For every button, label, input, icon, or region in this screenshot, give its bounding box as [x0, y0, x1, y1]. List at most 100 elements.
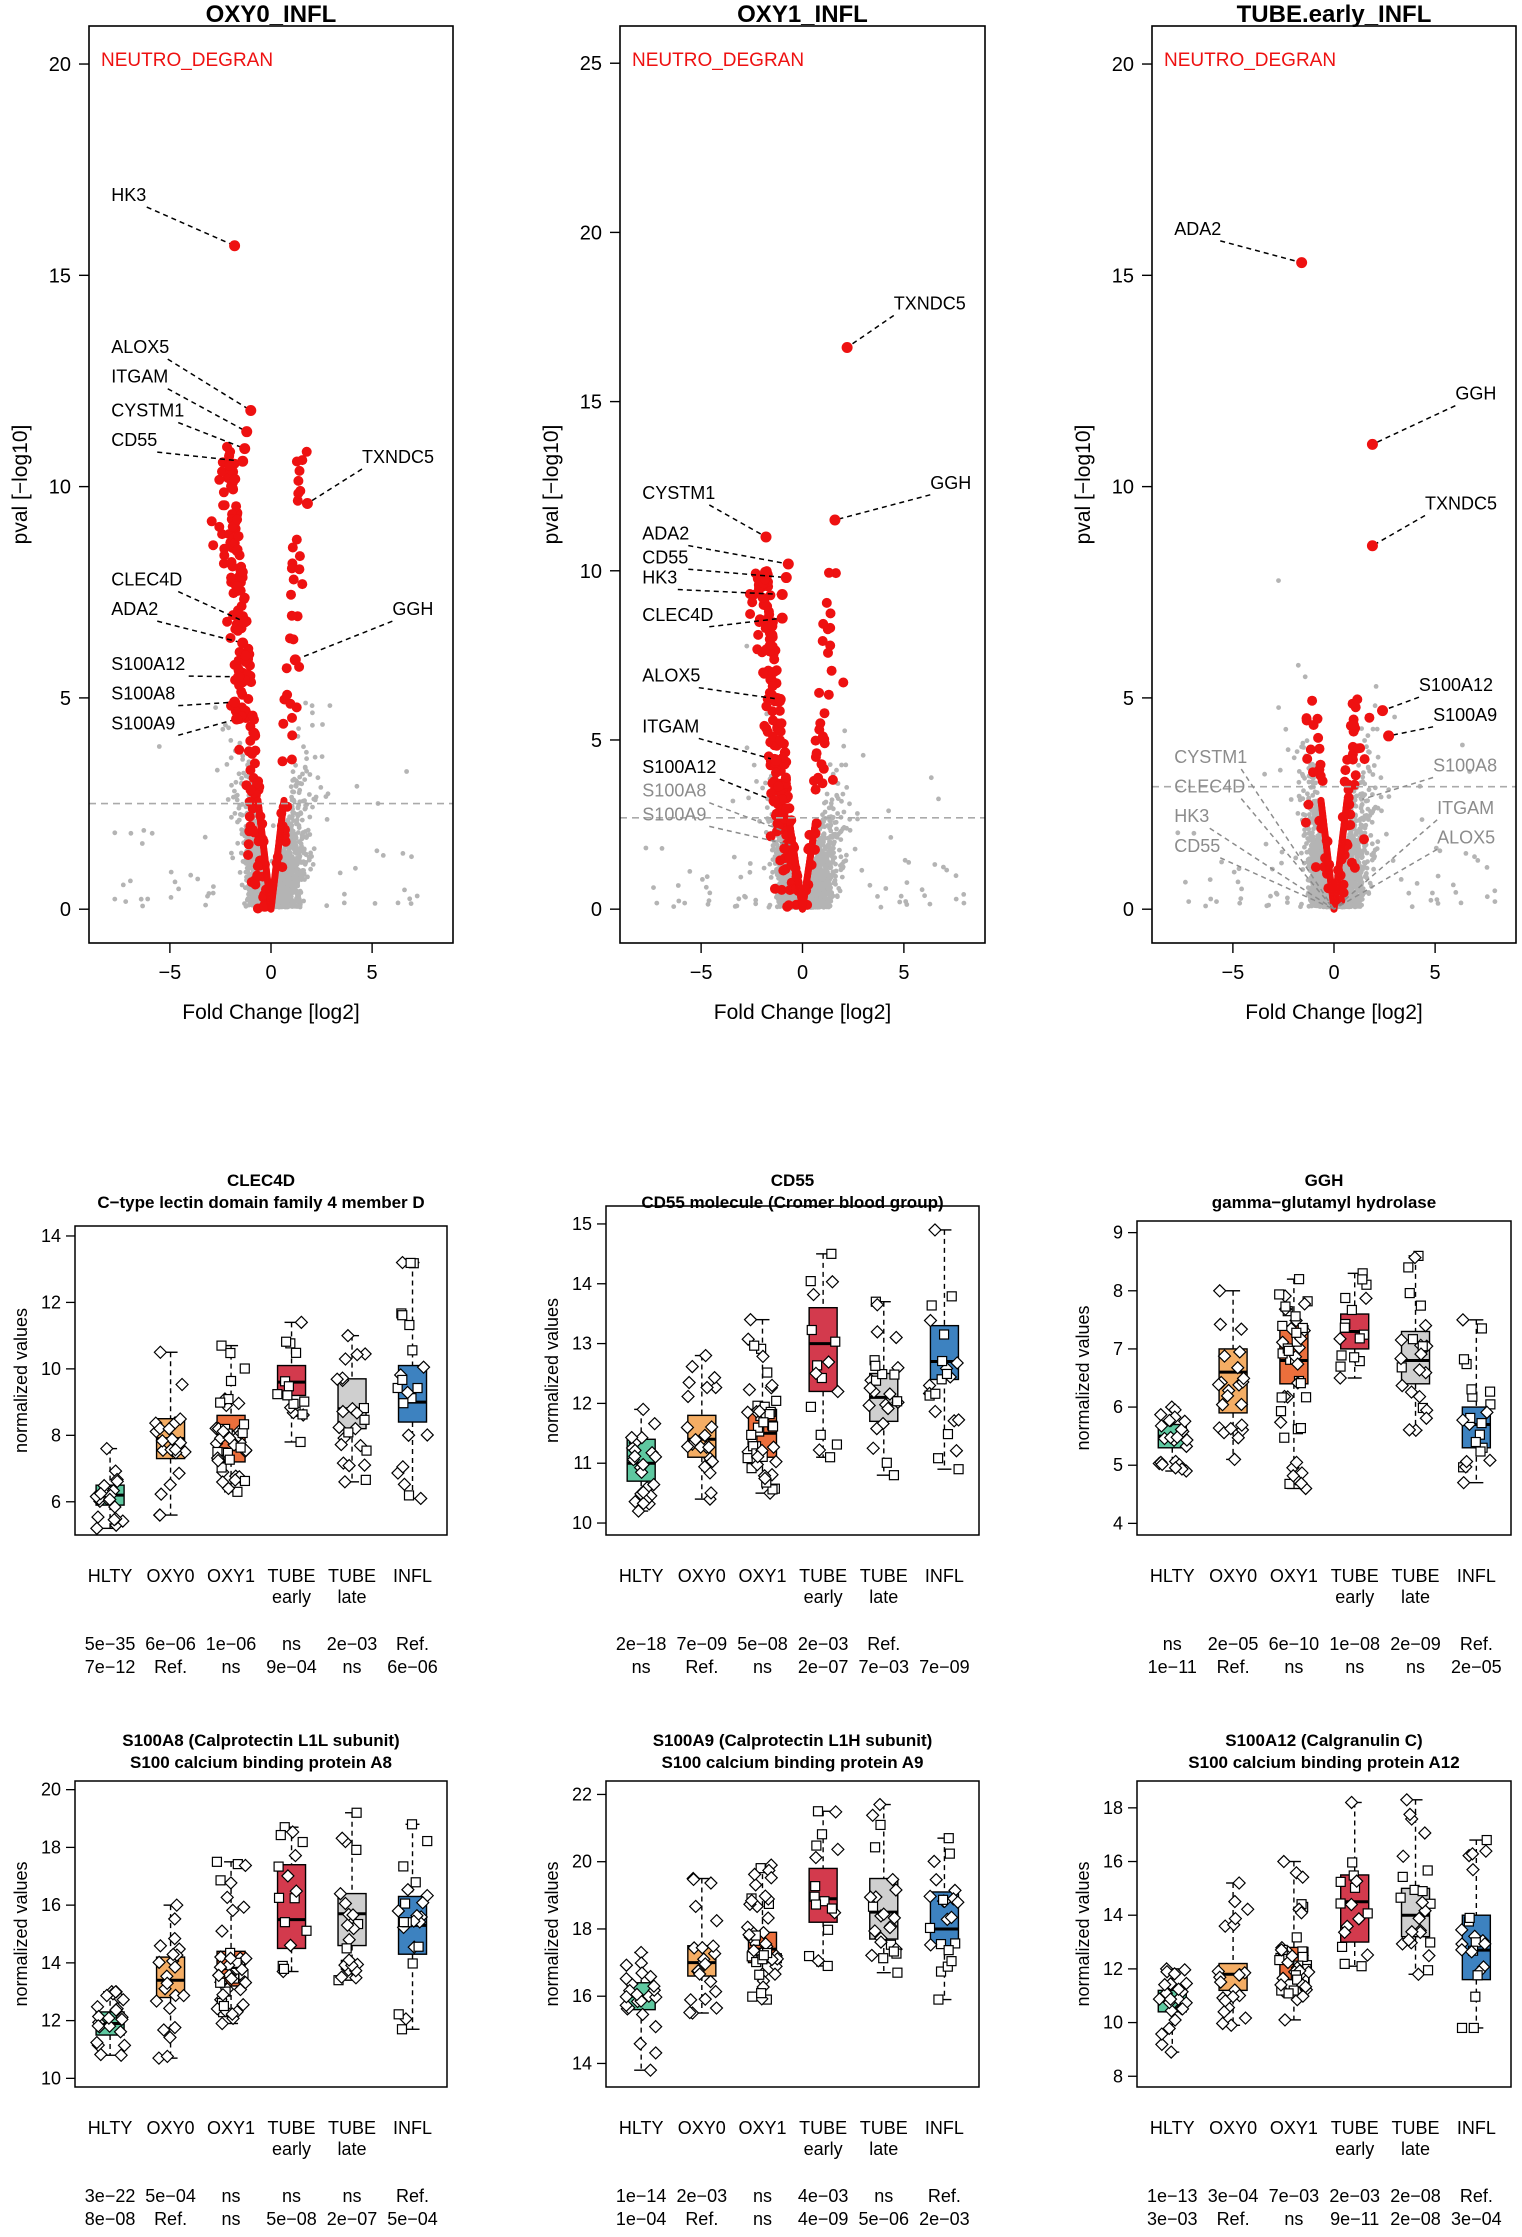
highlight-point [233, 531, 244, 542]
gray-point [961, 892, 967, 897]
gray-point [875, 894, 880, 899]
gray-point [687, 869, 693, 874]
gray-point [824, 791, 830, 797]
gray-point [898, 893, 904, 899]
gray-point [944, 867, 950, 873]
gray-point [746, 795, 751, 801]
labelled-point [770, 754, 782, 766]
gray-point [834, 893, 840, 899]
highlight-point [286, 610, 297, 621]
gray-point [904, 902, 910, 907]
labelled-point [776, 588, 788, 600]
highlight-point [819, 708, 830, 719]
gray-point [961, 900, 967, 906]
highlight-point [773, 781, 784, 792]
highlight-point [282, 689, 293, 700]
gene-label: CLEC4D [642, 605, 713, 625]
gray-point [312, 754, 318, 760]
highlight-point [770, 883, 780, 894]
gray-point [703, 884, 709, 890]
highlight-point [237, 566, 248, 577]
gray-point [315, 775, 321, 781]
gray-point [374, 848, 380, 854]
gray-point [835, 796, 841, 801]
gray-point [302, 806, 308, 812]
gray-point [287, 844, 293, 850]
gray-point [676, 898, 682, 904]
highlight-point [281, 663, 292, 674]
gray-point [409, 854, 414, 860]
gray-point [291, 818, 296, 823]
labelled-point [829, 514, 841, 526]
gray-point [747, 869, 753, 875]
label-leader [834, 494, 931, 521]
gray-point [205, 893, 210, 899]
highlight-point [239, 592, 250, 603]
gray-point [203, 902, 209, 908]
highlight-point [217, 466, 227, 477]
gray-point [323, 794, 329, 799]
highlight-point [247, 710, 258, 721]
highlight-point [225, 633, 236, 643]
highlight-point [826, 665, 837, 676]
highlight-point [810, 784, 821, 795]
gray-point [372, 901, 378, 906]
highlight-point [286, 563, 297, 574]
gray-point [297, 855, 302, 860]
highlight-point [233, 605, 243, 616]
gray-point [828, 839, 833, 845]
gray-point [112, 896, 118, 902]
gray-point [407, 896, 413, 902]
y-tick-label: 15 [49, 265, 71, 287]
gene-set-label: NEUTRO_DEGRAN [101, 50, 273, 71]
gray-point [342, 891, 347, 897]
highlight-point [287, 730, 298, 741]
gray-point [831, 880, 837, 886]
highlight-point [759, 720, 770, 731]
gray-point [841, 825, 847, 830]
highlight-point [815, 718, 826, 729]
highlight-point [231, 581, 242, 592]
gray-point [291, 838, 297, 843]
labelled-point [237, 455, 249, 467]
gray-point [760, 785, 765, 791]
gray-point [822, 809, 828, 815]
gray-point [700, 877, 705, 882]
gray-point [277, 904, 282, 910]
gene-label: ITGAM [642, 716, 699, 736]
gray-point [860, 752, 866, 758]
gray-point [239, 882, 245, 888]
gray-point [244, 897, 250, 903]
gray-point [897, 899, 903, 905]
labelled-point [245, 405, 257, 417]
labelled-point [841, 341, 853, 353]
gray-point [305, 827, 311, 833]
gray-point [730, 798, 736, 804]
gray-point [324, 903, 330, 909]
gray-point [238, 850, 244, 856]
highlight-point [291, 534, 302, 545]
gray-point [298, 860, 304, 865]
highlight-point [288, 634, 299, 645]
gray-point [299, 817, 305, 823]
highlight-point [811, 748, 822, 759]
gray-point [838, 854, 844, 860]
y-tick-label: 20 [580, 222, 602, 244]
gray-point [290, 831, 296, 836]
gray-point [310, 710, 315, 716]
gray-point [237, 740, 243, 746]
gray-point [188, 872, 194, 878]
label-leader [188, 675, 239, 678]
labelled-point [782, 558, 794, 570]
highlight-point [222, 441, 232, 452]
gray-point [319, 754, 325, 759]
gray-point [233, 779, 239, 785]
gray-point [840, 791, 846, 797]
gray-point [295, 805, 301, 811]
gray-point [936, 796, 941, 802]
highlight-point [280, 796, 288, 804]
label-leader [306, 468, 363, 505]
